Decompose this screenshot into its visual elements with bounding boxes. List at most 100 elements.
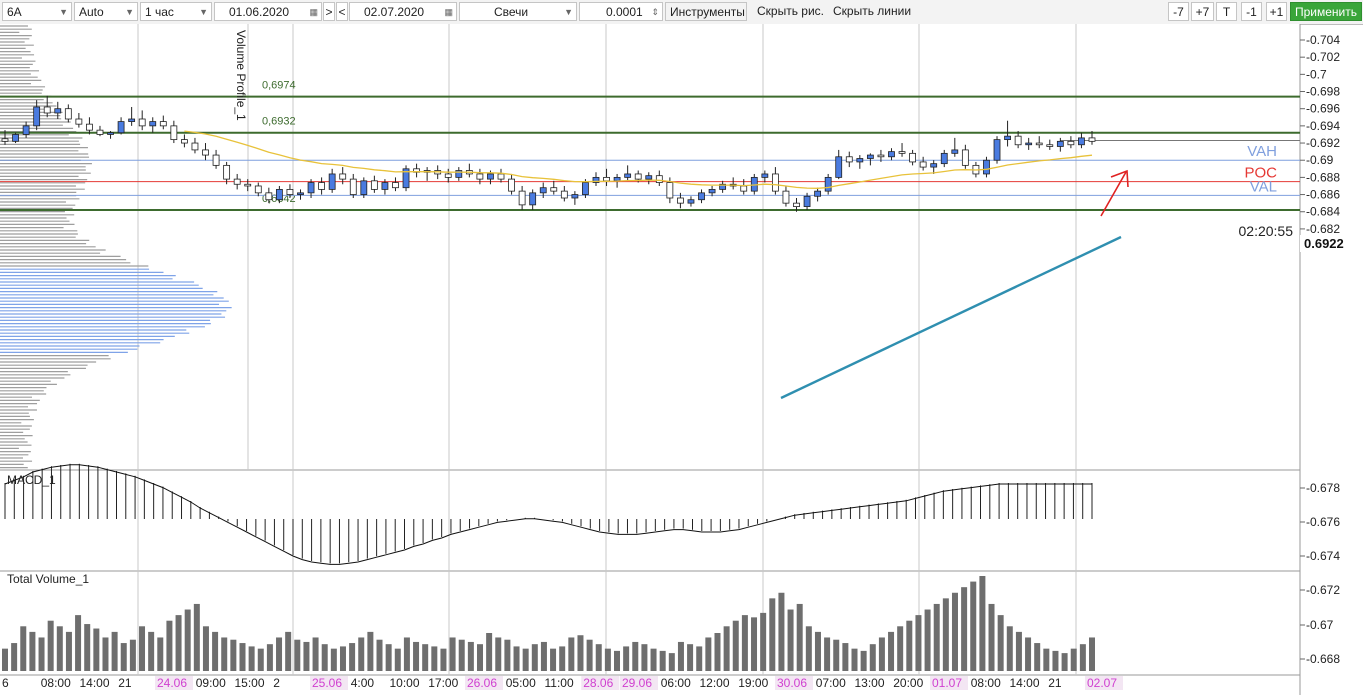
- volume-bar: [276, 637, 283, 671]
- candle-body: [233, 178, 241, 185]
- volume-bar: [367, 631, 374, 671]
- trend-line: [780, 235, 1122, 400]
- date-to-input[interactable]: 02.07.2020 ▦: [349, 2, 457, 21]
- volume-bar: [814, 631, 821, 671]
- candle-body: [624, 173, 632, 178]
- volume-bar: [358, 637, 365, 671]
- scale-mode-select[interactable]: Auto ▼: [74, 2, 138, 21]
- candle-body: [909, 152, 916, 163]
- candle-body: [191, 142, 199, 151]
- instruments-button[interactable]: Инструменты: [665, 2, 747, 21]
- date-from-input[interactable]: 01.06.2020 ▦: [214, 2, 322, 21]
- candle-body: [613, 176, 621, 182]
- plus1-button[interactable]: +1: [1266, 2, 1287, 21]
- time-label: 08:00: [41, 676, 71, 690]
- hide-drawings-button[interactable]: Скрыть рис.: [749, 2, 827, 21]
- time-axis: 6 08:00 14:00 21 24.06 09:00 15:00 2 25.06 4:00 10…: [2, 676, 1123, 690]
- price-tick-label: -0.676: [1306, 515, 1340, 529]
- volume-bar: [659, 650, 666, 671]
- macd-panel: [4, 463, 1093, 565]
- calendar-icon[interactable]: ▦: [309, 7, 318, 17]
- volume-bar: [1089, 637, 1095, 671]
- candle-body: [634, 173, 642, 180]
- candle-body: [128, 118, 136, 122]
- volume-bar: [38, 637, 45, 671]
- volume-bar: [796, 603, 803, 671]
- volume-bar: [111, 631, 118, 671]
- volume-bar: [522, 648, 529, 671]
- price-tick-label: -0.674: [1306, 549, 1340, 563]
- candle-body: [22, 125, 30, 135]
- volume-bar: [687, 644, 694, 671]
- price-tick-label: -0.696: [1306, 102, 1340, 116]
- candle-body: [993, 139, 1001, 161]
- candle-body: [170, 125, 178, 141]
- volume-bar: [933, 603, 940, 671]
- t-button[interactable]: T: [1216, 2, 1237, 21]
- candle-body: [275, 189, 283, 201]
- timeframe-select[interactable]: 1 час ▼: [140, 2, 212, 21]
- nav-next-button[interactable]: >: [323, 2, 335, 21]
- volume-bar: [741, 615, 748, 671]
- candle-body: [286, 189, 294, 195]
- candle-body: [444, 173, 452, 178]
- spinner-icon[interactable]: ⇕: [651, 7, 659, 17]
- volume-bar: [760, 612, 767, 671]
- candle-body: [307, 182, 315, 194]
- time-label: 19:00: [738, 676, 768, 690]
- time-label: 09:00: [196, 676, 226, 690]
- volume-bar: [212, 631, 219, 671]
- symbol-select[interactable]: 6A ▼: [2, 2, 72, 21]
- price-tick-label: -0.684: [1306, 205, 1340, 219]
- plus7-button[interactable]: +7: [1191, 2, 1214, 21]
- tick-size-input[interactable]: 0.0001 ⇕: [579, 2, 663, 21]
- nav-prev-button[interactable]: <: [336, 2, 348, 21]
- volume-bar: [732, 620, 739, 671]
- price-tick-label: -0.678: [1306, 481, 1340, 495]
- candle-body: [360, 180, 368, 195]
- overlay-drawings[interactable]: [780, 169, 1129, 400]
- volume-bar: [1052, 650, 1059, 671]
- time-label: 07:00: [816, 676, 846, 690]
- candle-body: [1046, 144, 1054, 147]
- chevron-down-icon: ▼: [564, 7, 573, 17]
- minus1-button[interactable]: -1: [1241, 2, 1262, 21]
- calendar-icon[interactable]: ▦: [444, 7, 453, 17]
- date-label-bg: [620, 676, 658, 690]
- time-label: 05:00: [506, 676, 536, 690]
- time-label: 06:00: [661, 676, 691, 690]
- volume-bar: [513, 646, 520, 671]
- volume-bar: [888, 631, 895, 671]
- apply-button[interactable]: Применить: [1290, 2, 1362, 21]
- level-label: 0,6974: [262, 80, 296, 92]
- candle-body: [328, 173, 336, 190]
- time-label: 25.06: [312, 676, 342, 690]
- time-label: 01.07: [932, 676, 962, 690]
- candle-body: [1014, 135, 1022, 146]
- chevron-down-icon: ▼: [125, 7, 134, 17]
- volume-bar: [550, 648, 557, 671]
- candle-body: [803, 195, 811, 207]
- volume-bar: [65, 631, 72, 671]
- time-label: 10:00: [390, 676, 420, 690]
- volume-bar: [1043, 648, 1050, 671]
- candle-body: [402, 168, 410, 189]
- candle-body: [508, 178, 515, 192]
- volume-bar: [595, 644, 602, 671]
- volume-bar: [321, 644, 328, 671]
- volume-bar: [878, 637, 885, 671]
- profile-level-label: VAH: [1247, 143, 1277, 160]
- candle-body: [107, 132, 114, 135]
- candle-body: [761, 173, 769, 178]
- volume-bar: [303, 641, 310, 671]
- price-tick-label: -0.686: [1306, 188, 1340, 202]
- minus7-button[interactable]: -7: [1168, 2, 1189, 21]
- candle-body: [476, 173, 484, 180]
- candle-body: [645, 175, 653, 180]
- volume-bar: [723, 626, 730, 671]
- time-label: 14:00: [80, 676, 110, 690]
- chart-style-select[interactable]: Свечи ▼: [459, 2, 577, 21]
- macd-label: MACD_1: [7, 473, 56, 487]
- hide-lines-button[interactable]: Скрыть линии: [829, 2, 919, 21]
